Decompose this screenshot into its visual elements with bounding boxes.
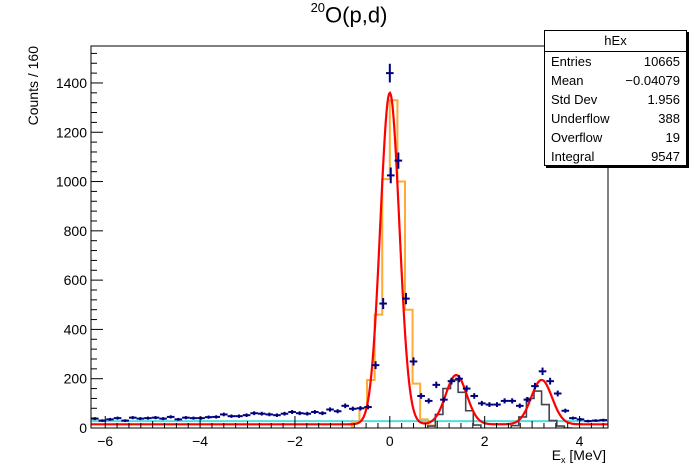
y-tick-label: 200 (64, 371, 88, 387)
stats-box: hEx Entries 10665 Mean −0.04079 Std Dev … (544, 30, 687, 166)
data-point (227, 414, 236, 418)
plot-area (91, 63, 608, 428)
x-tick-label: −6 (97, 433, 113, 449)
data-point (341, 403, 350, 409)
data-point (257, 411, 266, 416)
data-point (379, 298, 387, 310)
data-point (318, 411, 327, 416)
data-point (144, 416, 152, 420)
data-point (349, 406, 357, 411)
data-point (182, 416, 190, 420)
data-point (440, 397, 448, 403)
data-point (576, 417, 585, 421)
x-tick-label: −2 (287, 433, 303, 449)
data-point (121, 419, 129, 422)
data-point (333, 409, 342, 414)
data-point (295, 411, 304, 416)
data-point (386, 63, 394, 83)
data-point (166, 415, 175, 419)
data-point (303, 411, 312, 416)
x-tick-label: 0 (386, 433, 394, 449)
data-point (447, 377, 456, 385)
data-point (500, 398, 509, 404)
data-point (386, 167, 395, 184)
plot-frame (90, 45, 609, 429)
data-point (402, 292, 410, 305)
data-point (531, 382, 539, 390)
x-tick-label: −4 (192, 433, 208, 449)
stats-title: hEx (545, 31, 686, 52)
data-point (394, 152, 403, 169)
data-point (220, 412, 228, 417)
data-point (417, 393, 425, 399)
stats-row-entries: Entries 10665 (551, 54, 680, 69)
data-point (273, 413, 281, 417)
data-point (493, 402, 501, 407)
data-point (485, 402, 494, 407)
data-point (591, 419, 600, 422)
data-point (462, 385, 471, 392)
plot-region (91, 63, 608, 428)
data-point (584, 419, 592, 423)
fit-curve (91, 91, 608, 426)
data-point (546, 377, 554, 385)
data-point (364, 404, 372, 410)
data-point (432, 381, 441, 389)
y-tick-label: 800 (64, 223, 88, 239)
stats-row-underflow: Underflow 388 (551, 111, 680, 126)
y-tick-label: 400 (64, 321, 88, 337)
data-point (561, 408, 570, 413)
stats-row-integral: Integral 9547 (551, 149, 680, 164)
y-tick-label: 0 (79, 420, 87, 436)
data-point (515, 403, 524, 409)
data-point (553, 390, 562, 397)
plot-title: 20O(p,d) (310, 0, 388, 28)
data-point (470, 393, 479, 399)
data-point (280, 411, 289, 416)
data-point (371, 361, 380, 370)
data-point (311, 409, 319, 414)
data-point (197, 416, 205, 420)
data-point (409, 357, 418, 366)
data-point (455, 375, 463, 383)
data-point (242, 413, 251, 417)
data-point (326, 407, 334, 412)
data-point (159, 417, 167, 421)
data-point (136, 417, 145, 421)
x-tick-label: 4 (576, 433, 584, 449)
ground-state-histogram (350, 99, 437, 428)
data-point (569, 416, 577, 420)
data-point (424, 398, 433, 404)
data-point (265, 412, 274, 417)
data-point (212, 415, 221, 419)
y-tick-label: 600 (64, 272, 88, 288)
stats-row-stddev: Std Dev 1.956 (551, 92, 680, 107)
y-axis-title: Counts / 160 (25, 46, 41, 126)
axes: −6 −4 −2 0 2 4 0 200 400 600 800 1000 1200 1400 Ex [Me… (25, 45, 609, 465)
stats-row-mean: Mean −0.04079 (551, 73, 680, 88)
data-point (189, 416, 198, 420)
data-point (356, 406, 365, 411)
data-point (508, 398, 516, 404)
data-point (523, 397, 532, 403)
data-point (128, 416, 137, 420)
data-point (599, 418, 608, 422)
y-tick-label: 1400 (56, 75, 87, 91)
data-point (288, 409, 296, 414)
x-axis-title: Ex [MeV] (552, 447, 606, 465)
y-tick-label: 1200 (56, 124, 87, 140)
data-point (538, 367, 547, 376)
data-point (106, 417, 114, 421)
data-point (113, 416, 122, 420)
data-point (250, 411, 258, 416)
data-point (235, 414, 243, 418)
y-tick-label: 1000 (56, 174, 87, 190)
x-tick-label: 2 (481, 433, 489, 449)
data-point (478, 400, 486, 406)
data-point (151, 416, 160, 420)
stats-row-overflow: Overflow 19 (551, 130, 680, 145)
data-point (174, 417, 183, 421)
data-point (204, 415, 213, 419)
